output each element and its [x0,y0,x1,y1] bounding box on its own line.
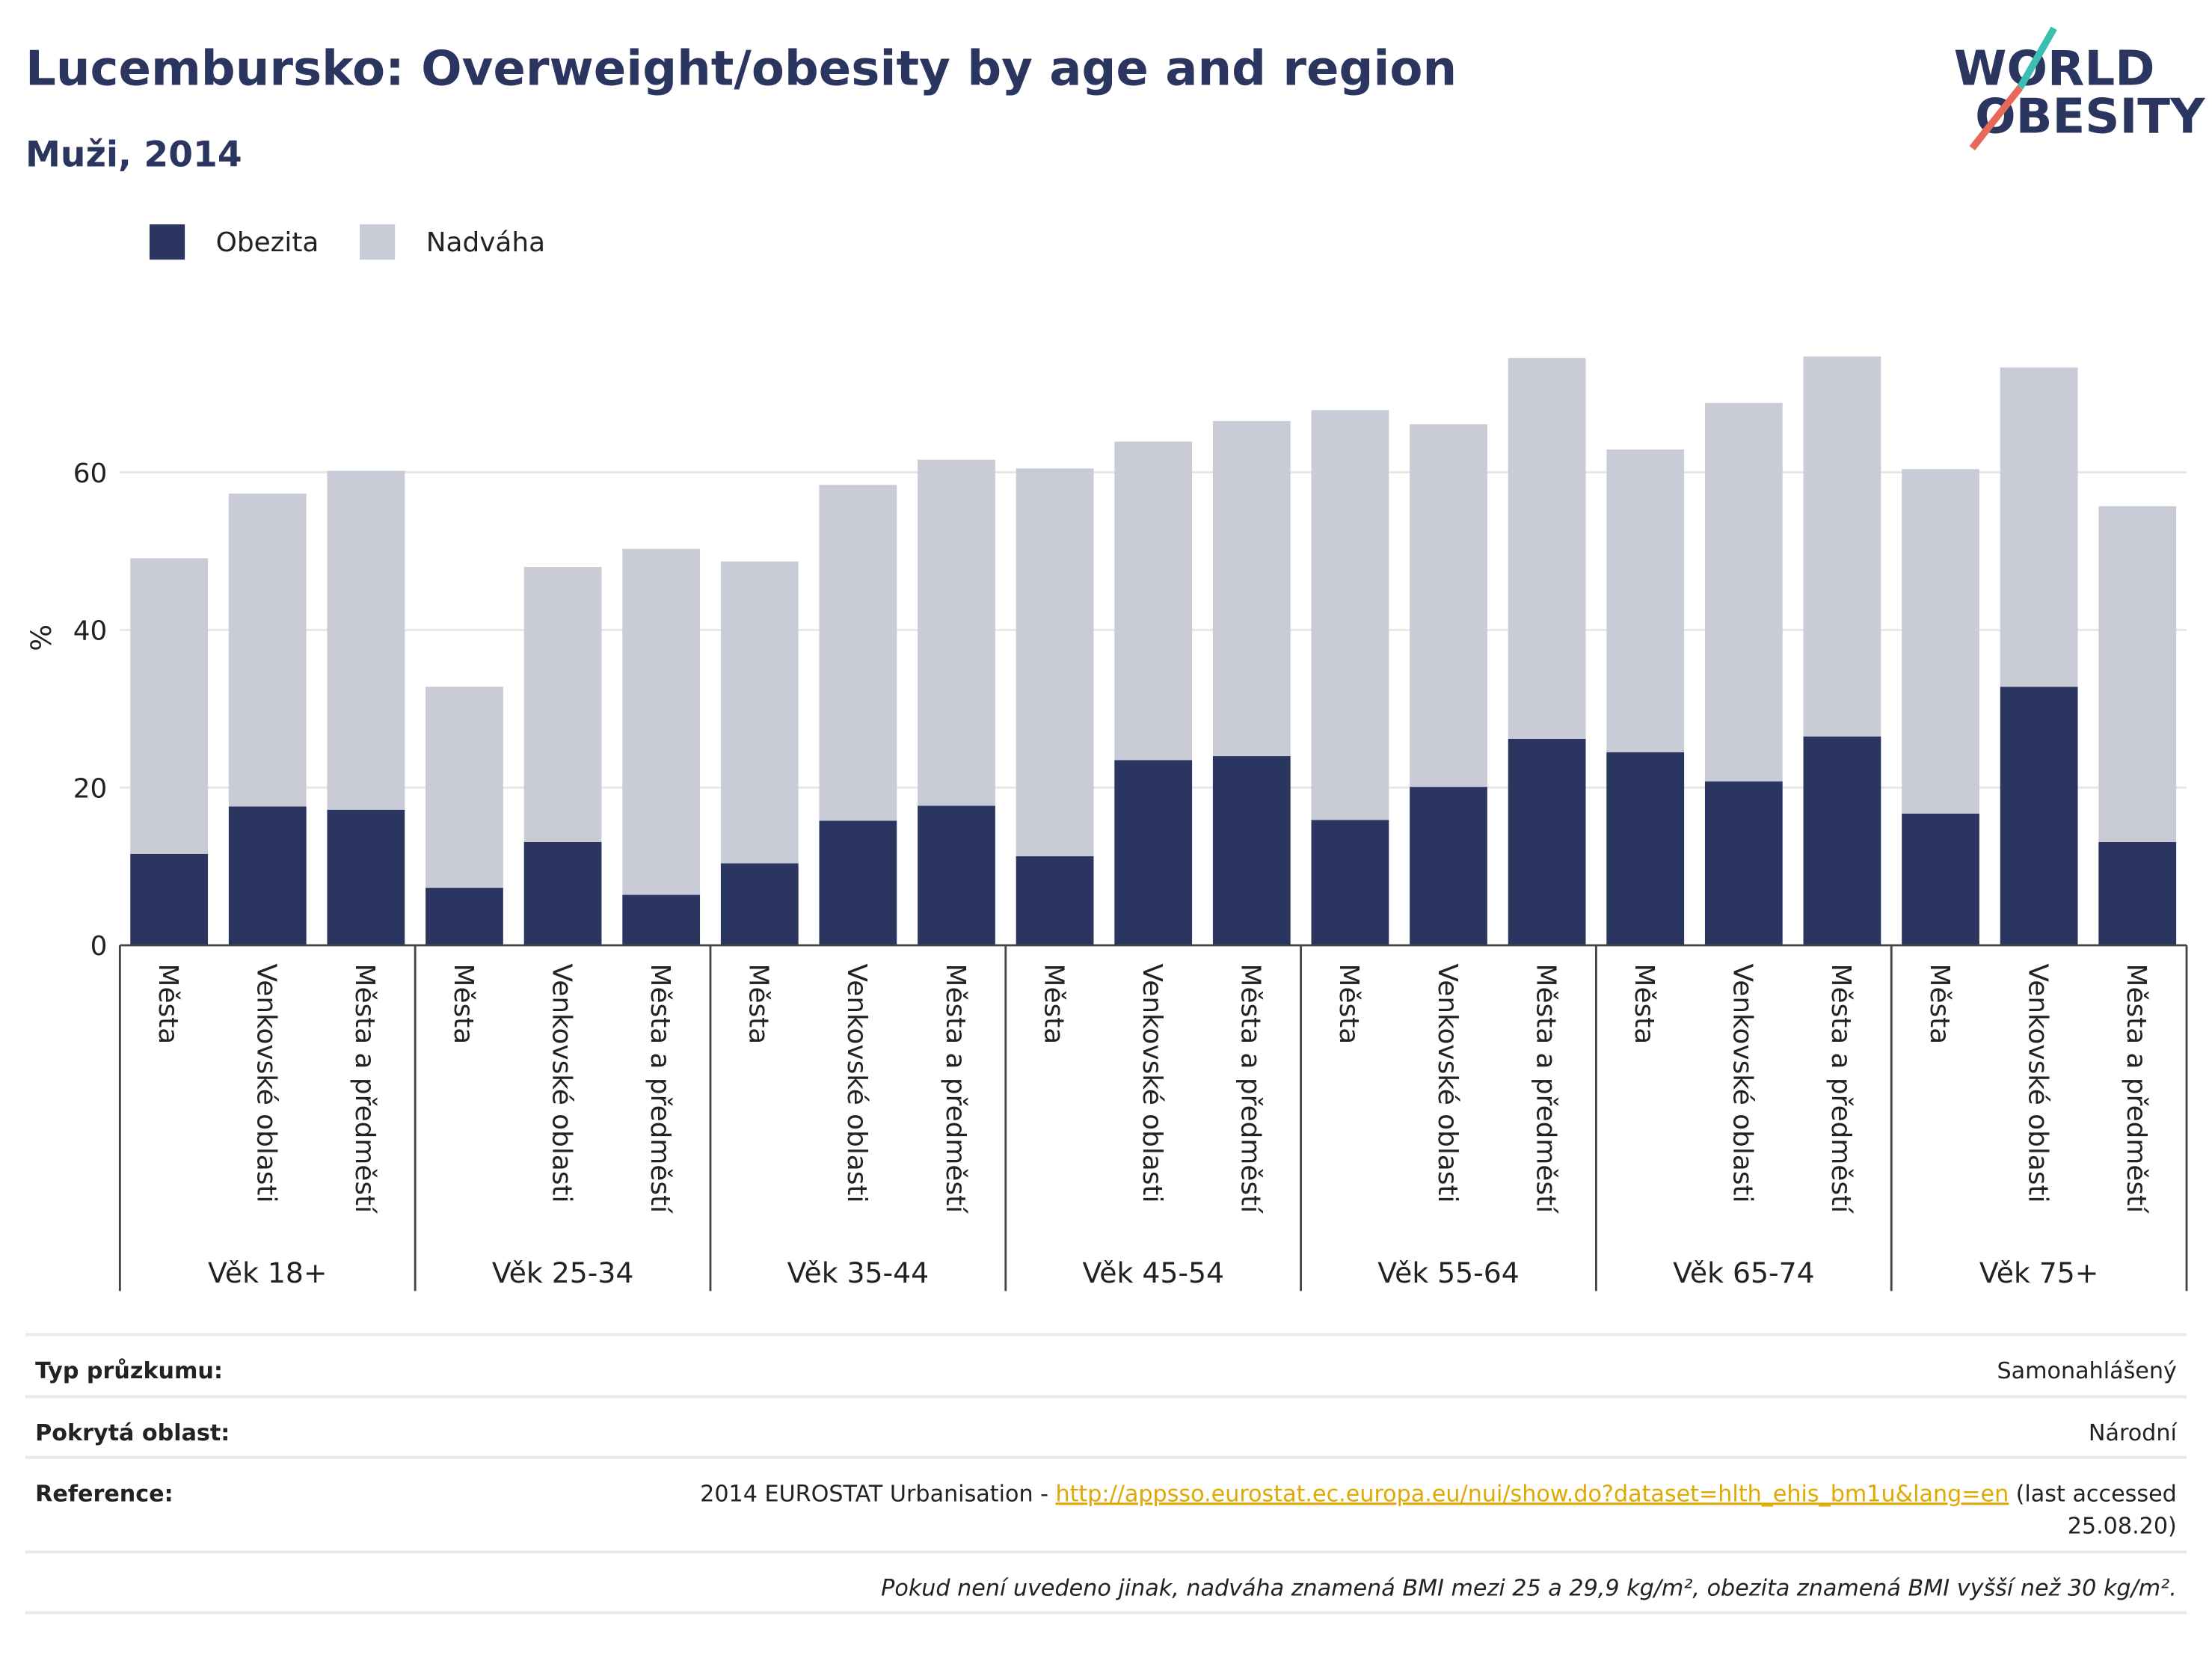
bar-segment [2000,687,2078,946]
bar-segment [1803,736,1881,946]
bar-segment [425,687,503,888]
bar-segment [622,894,701,946]
bar-segment [130,853,209,946]
bar-segment [1016,468,1094,856]
bar-segment [1606,449,1685,752]
bar-segment [2098,841,2177,946]
x-tick-label: Města a předměstí [645,964,675,1214]
reference-prefix: 2014 EUROSTAT Urbanisation - [700,1481,1048,1507]
logo-slash [2017,26,2057,90]
bar-segment [130,558,209,854]
bar-segment [327,809,405,946]
x-tick-label: Města a předměstí [349,964,380,1214]
reference-suffix: 25.08.20) [2068,1514,2177,1540]
y-axis-label: % [25,624,58,651]
group-label: Věk 75+ [1979,1256,2099,1289]
bar-segment [720,561,799,864]
bar-segment [1114,441,1193,761]
bar-segment [1212,421,1291,757]
bar-segment [1704,781,1783,946]
x-tick-label: Města [448,964,479,1045]
bar-segment [1902,469,1979,814]
x-tick-label: Města a předměstí [2121,964,2151,1214]
y-tick-label: 60 [73,458,108,489]
bar-segment [1902,813,1979,946]
reference-link: http://appsso.eurostat.ec.europa.eu/nui/… [1055,1481,2009,1507]
bar-segment [2098,506,2177,842]
bar-segment [819,485,897,821]
logo-text: WORLD [1954,40,2155,96]
legend-swatch [360,224,396,260]
legend-label: Nadváha [426,227,545,258]
x-tick-label: Venkovské oblasti [251,964,282,1203]
bar-segment [1704,402,1783,782]
bar-segment [819,820,897,946]
bar-segment [1114,760,1193,946]
bar-segment [1311,820,1389,946]
x-tick-label: Venkovské oblasti [1137,964,1167,1203]
group-label: Věk 18+ [208,1256,328,1289]
bar-segment [622,548,701,895]
row-label: Reference: [35,1481,173,1507]
bar-segment [1016,856,1094,946]
bar-segment [425,888,503,946]
bar-segment [523,567,602,842]
x-tick-label: Města a předměstí [1235,964,1266,1214]
group-label: Věk 45-54 [1082,1256,1224,1289]
chart-subtitle: Muži, 2014 [25,135,242,176]
bar-segment [2000,367,2078,687]
x-tick-label: Města a předměstí [940,964,971,1214]
x-tick-label: Města [153,964,183,1045]
x-tick-label: Venkovské oblasti [2022,964,2053,1203]
bar-segment [1410,787,1487,946]
reference-suffix: (last accessed [2016,1481,2177,1507]
x-tick-label: Města [743,964,774,1045]
x-tick-label: Města [1924,964,1955,1045]
x-tick-label: Venkovské oblasti [1432,964,1463,1203]
x-tick-label: Města [1038,964,1069,1045]
legend-swatch [149,224,185,260]
x-tick-label: Města [1333,964,1364,1045]
x-tick-label: Venkovské oblasti [546,964,577,1203]
footnote: Pokud není uvedeno jinak, nadváha znamen… [881,1576,2177,1602]
bar-segment [1410,424,1487,787]
y-tick-label: 40 [73,616,108,647]
row-label: Pokrytá oblast: [35,1420,230,1446]
bar-segment [1212,756,1291,946]
bar-segment [1508,357,1586,739]
y-tick-label: 20 [73,773,108,804]
chart-title: Lucembursko: Overweight/obesity by age a… [25,40,1457,96]
group-label: Věk 35-44 [787,1256,930,1289]
x-tick-label: Města a předměstí [1825,964,1856,1214]
reference-text: 2014 EUROSTAT Urbanisation - http://appss… [700,1481,2177,1507]
row-label: Typ průzkumu: [35,1357,223,1384]
legend-label: Obezita [216,227,319,258]
bar-segment [1508,738,1586,946]
bar-segment [1606,752,1685,946]
bar-segment [720,863,799,946]
logo-slash [1969,85,2024,151]
x-tick-label: Města [1629,964,1659,1045]
bar-segment [327,470,405,810]
group-label: Věk 55-64 [1377,1256,1520,1289]
bar-segment [228,494,307,807]
bar-segment [918,459,995,806]
bar-segment [523,841,602,946]
group-label: Věk 65-74 [1673,1256,1815,1289]
row-value: Národní [2089,1420,2178,1446]
row-value: Samonahlášený [1997,1358,2176,1384]
group-label: Věk 25-34 [492,1256,634,1289]
y-tick-label: 0 [90,931,108,962]
bar-segment [228,806,307,946]
bar-segment [1311,410,1389,820]
x-tick-label: Města a předměstí [1530,964,1561,1214]
bar-segment [1803,356,1881,737]
x-tick-label: Venkovské oblasti [1727,964,1758,1203]
bar-segment [918,805,995,946]
x-tick-label: Venkovské oblasti [841,964,872,1203]
